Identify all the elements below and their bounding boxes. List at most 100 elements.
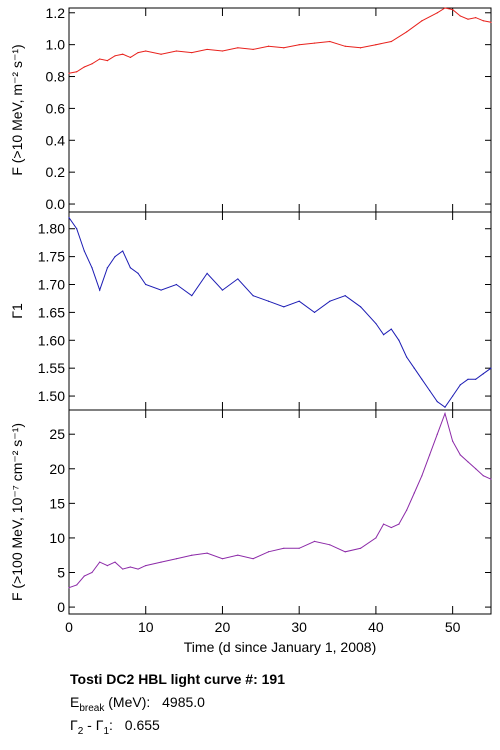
- data-point: [452, 8, 454, 11]
- data-point: [475, 378, 477, 380]
- data-point: [83, 66, 85, 68]
- gamma-a-subscript: 2: [77, 725, 84, 737]
- data-point: [329, 40, 331, 43]
- data-point: [398, 339, 400, 341]
- data-point: [406, 31, 408, 33]
- data-point: [452, 395, 454, 397]
- y-tick-label: 0.4: [46, 132, 66, 148]
- data-point: [267, 300, 270, 302]
- y-tick-label: 1.75: [38, 249, 65, 265]
- data-point: [298, 300, 300, 302]
- gamma-b-subscript: 1: [103, 725, 110, 737]
- data-point: [237, 47, 239, 49]
- series-line: [68, 217, 492, 408]
- data-point: [429, 454, 431, 456]
- data-point: [467, 18, 469, 20]
- data-point: [444, 7, 446, 9]
- data-point: [221, 50, 224, 52]
- caption-gamma-difference: Γ2 - Γ1: 0.655: [70, 717, 160, 737]
- data-point: [482, 373, 484, 375]
- data-point: [91, 267, 93, 269]
- data-point: [99, 289, 101, 291]
- panel-frame: [68, 409, 492, 615]
- y-tick-label: 1.2: [46, 5, 66, 21]
- x-tick-label: 30: [291, 619, 307, 635]
- y-axis-label: F (>100 MeV, 10⁻⁷ cm⁻² s⁻¹): [9, 423, 25, 601]
- y-tick-label: 25: [49, 426, 65, 442]
- data-point: [83, 575, 85, 577]
- data-point: [145, 283, 147, 286]
- panel-2: 1.50 1.55 1.60 1.65 1.70 1.75 1.80 Γ1: [9, 211, 492, 411]
- y-tick-label: 1.50: [38, 388, 65, 404]
- data-point: [160, 53, 162, 55]
- data-point: [390, 526, 392, 529]
- data-point: [252, 558, 254, 560]
- data-point: [313, 311, 316, 313]
- data-point: [114, 256, 116, 258]
- data-point: [344, 295, 346, 297]
- data-point: [122, 250, 124, 252]
- data-point: [375, 322, 377, 325]
- x-tick-label: 0: [65, 619, 73, 635]
- data-point: [436, 401, 438, 403]
- y-tick-label: 10: [49, 530, 65, 546]
- y-tick-label: 0.6: [46, 100, 66, 116]
- caption-ebreak: Ebreak (MeV): 4985.0: [70, 694, 205, 714]
- data-point: [329, 544, 331, 546]
- data-point: [313, 42, 316, 44]
- x-tick-label: 50: [445, 619, 461, 635]
- x-tick-label: 10: [138, 619, 154, 635]
- data-point: [344, 45, 346, 47]
- data-point: [283, 47, 285, 49]
- gamma-difference-value: 0.655: [124, 717, 160, 733]
- data-point: [106, 59, 108, 62]
- y-tick-label: 0.2: [46, 164, 66, 180]
- data-point: [76, 584, 78, 586]
- data-point: [160, 289, 162, 291]
- data-point: [406, 356, 408, 358]
- y-tick-label: 5: [57, 565, 65, 581]
- data-point: [137, 568, 139, 570]
- data-point: [467, 461, 469, 463]
- data-point: [114, 55, 116, 57]
- data-point: [390, 328, 392, 330]
- data-point: [283, 547, 285, 549]
- x-axis-label: Time (d since January 1, 2008): [184, 639, 376, 655]
- data-point: [114, 561, 116, 563]
- x-tick-label: 40: [368, 619, 384, 635]
- data-point: [490, 367, 492, 369]
- data-point: [413, 367, 415, 369]
- data-point: [99, 58, 101, 60]
- data-point: [206, 48, 208, 51]
- data-point: [490, 21, 492, 23]
- data-point: [68, 587, 70, 589]
- data-point: [175, 558, 178, 560]
- data-point: [421, 20, 423, 22]
- y-tick-label: 1.65: [38, 304, 65, 320]
- x-tick-label: 20: [215, 619, 231, 635]
- y-tick-label: 20: [49, 461, 65, 477]
- panel-3: 0 5 10 15 20 25 0 10 20 30 40 50 F (>100 MeV, 10⁻⁷ c…: [9, 409, 492, 655]
- data-point: [482, 20, 484, 22]
- data-point: [191, 295, 193, 297]
- gamma-a-symbol: Γ: [70, 717, 78, 733]
- gamma-colon: :: [109, 717, 113, 733]
- data-point: [283, 306, 285, 308]
- data-point: [436, 433, 438, 435]
- data-point: [398, 523, 400, 525]
- data-point: [145, 50, 147, 52]
- data-point: [68, 216, 70, 219]
- y-tick-label: 1.55: [38, 360, 65, 376]
- data-point: [252, 48, 254, 51]
- data-point: [344, 551, 346, 553]
- data-point: [313, 540, 316, 542]
- ebreak-unit: (MeV):: [108, 694, 151, 710]
- data-point: [237, 554, 239, 556]
- data-point: [206, 552, 208, 554]
- y-tick-label: 15: [49, 495, 65, 511]
- data-point: [76, 228, 78, 230]
- data-point: [444, 406, 446, 408]
- data-point: [390, 40, 392, 43]
- series-line: [68, 7, 492, 74]
- data-point: [382, 523, 385, 525]
